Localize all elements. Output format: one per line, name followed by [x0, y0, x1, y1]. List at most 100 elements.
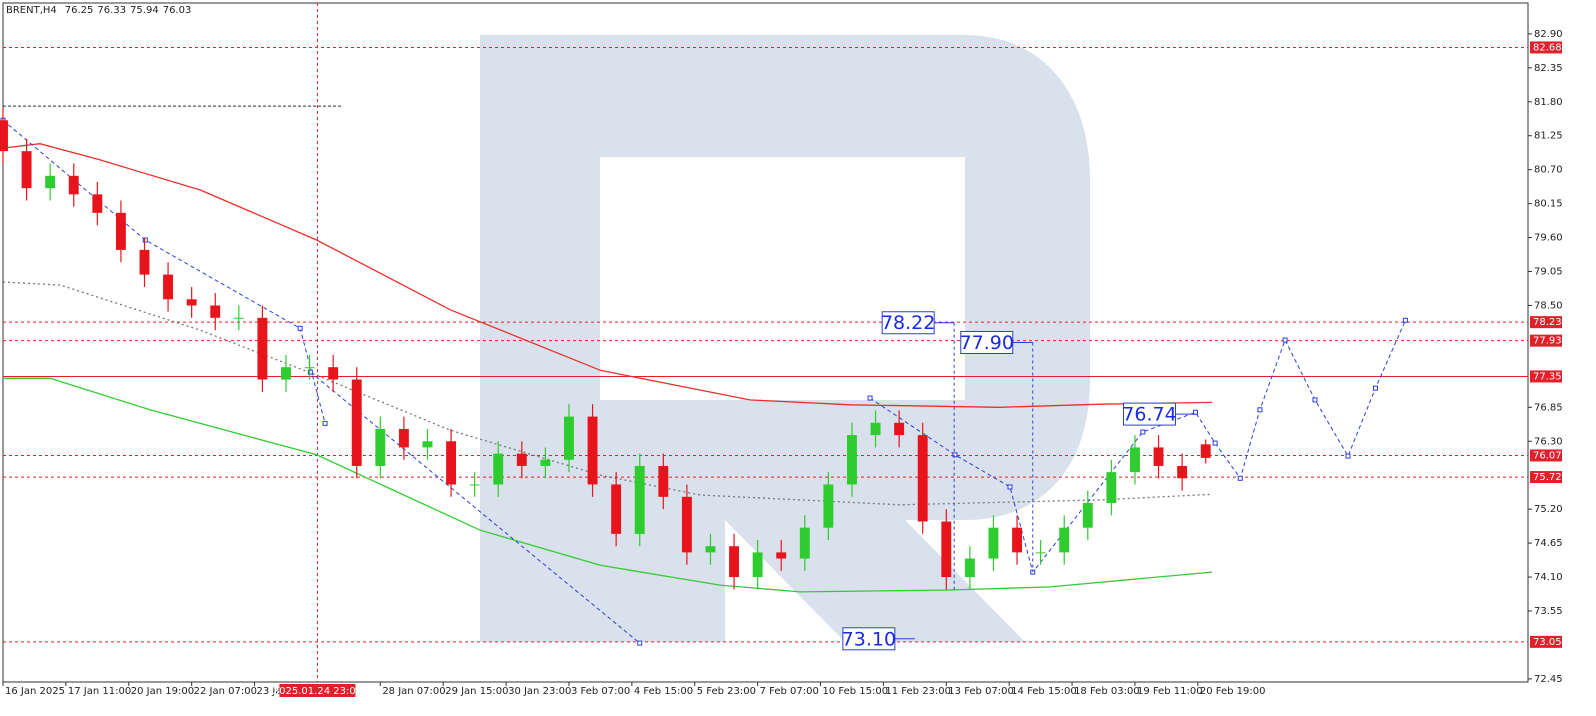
candle-body [1059, 527, 1070, 553]
candle-body [210, 305, 221, 318]
level-tag [1530, 370, 1562, 383]
level-tag-label: 78.23 [1533, 317, 1562, 328]
wave-point [1402, 317, 1408, 323]
x-tick-label: 4 Feb 15:00 [634, 686, 693, 697]
y-tick-label: 75.20 [1534, 504, 1563, 515]
y-tick-label: 74.10 [1534, 572, 1563, 583]
candle-body [186, 299, 197, 306]
level-tag-label: 82.68 [1533, 42, 1562, 53]
candle-body [988, 527, 999, 559]
candle-body [469, 484, 480, 486]
line-series [2, 143, 1213, 408]
wave-point [1212, 440, 1218, 446]
y-tick-label: 80.15 [1534, 199, 1563, 210]
candle-body [658, 465, 669, 497]
annotation-label: 77.90 [960, 332, 1014, 354]
candle-body [870, 422, 881, 436]
level-tag [1530, 471, 1562, 484]
wave-point [322, 420, 328, 426]
y-tick-label: 72.45 [1534, 674, 1563, 685]
candle-body [847, 435, 857, 485]
annotation-box [881, 311, 935, 335]
y-tick-label: 76.85 [1534, 402, 1563, 413]
y-tick-label: 74.65 [1534, 538, 1563, 549]
candle-body [611, 484, 622, 534]
wave-point [1282, 337, 1288, 343]
level-tag-label: 73.05 [1533, 637, 1562, 648]
candle-body [139, 249, 150, 275]
crosshair-tag [279, 684, 356, 697]
candle-body [799, 527, 810, 559]
candle-body [281, 367, 291, 380]
crosshair-label: 2025.01.24 23:00 [273, 686, 362, 697]
y-tick-label: 82.90 [1534, 29, 1563, 40]
wave-point [1345, 453, 1351, 459]
x-tick-label: 5 Feb 23:00 [697, 686, 756, 697]
level-tag-label: 76.07 [1533, 450, 1562, 461]
level-tag [1530, 334, 1562, 347]
candle-body [823, 484, 834, 528]
candle-body [634, 465, 645, 534]
candle-body [540, 459, 551, 466]
candle-body [1153, 447, 1164, 466]
candle-body [894, 422, 905, 436]
annotation-label: 76.74 [1122, 404, 1176, 426]
candle-body [729, 546, 740, 578]
candle-body [21, 151, 32, 189]
wave-point [1237, 475, 1243, 481]
candle-body [257, 317, 268, 380]
candle-body [422, 441, 433, 448]
wave-point [1257, 407, 1263, 413]
x-tick-label: 11 Feb 23:00 [885, 686, 951, 697]
candle-body [328, 367, 339, 380]
annotation: 77.90 [960, 331, 1033, 354]
wave-point [952, 452, 958, 458]
level-tag [1530, 316, 1562, 329]
wave-point [142, 237, 148, 243]
x-tick-label: 29 Jan 15:00 [445, 686, 508, 697]
candle-body [1082, 502, 1093, 528]
x-tick-label: 13 Feb 07:00 [948, 686, 1014, 697]
level-tag [1530, 635, 1562, 648]
annotation: 78.22 [881, 311, 955, 335]
y-tick-label: 81.25 [1534, 131, 1563, 142]
annotation: 76.74 [1122, 402, 1196, 426]
x-tick-label: 19 Feb 11:00 [1137, 686, 1203, 697]
y-tick-label: 73.55 [1534, 606, 1563, 617]
x-tick-label: 17 Jan 11:00 [68, 686, 131, 697]
level-tag-label: 77.93 [1533, 336, 1562, 347]
x-tick-label: 22 Jan 07:00 [194, 686, 257, 697]
candle-body [752, 552, 763, 578]
annotation: 73.10 [842, 627, 915, 651]
candle-body [398, 428, 409, 448]
x-tick-label: 7 Feb 07:00 [760, 686, 819, 697]
watermark [480, 35, 1090, 642]
candle-body [1177, 465, 1188, 479]
y-tick-label: 82.35 [1534, 63, 1563, 74]
candle-body [375, 428, 386, 466]
annotation-box [842, 627, 896, 651]
level-tag [1530, 449, 1562, 462]
candle-body [776, 552, 787, 559]
candle-body [941, 521, 952, 578]
x-tick-label: 20 Feb 19:00 [1200, 686, 1266, 697]
candle-body [917, 435, 928, 522]
wave-point [1312, 397, 1318, 403]
x-tick-label: 30 Jan 23:00 [508, 686, 571, 697]
candle-body [446, 441, 457, 485]
annotation-label: 78.22 [881, 312, 935, 334]
chart-title: BRENT,H4 76.25 76.33 75.94 76.03 [6, 5, 191, 16]
x-tick-label: 10 Feb 15:00 [823, 686, 889, 697]
level-tag [1530, 41, 1562, 54]
y-tick-label: 80.70 [1534, 165, 1563, 176]
candle-body [1130, 447, 1140, 473]
wave-point [1140, 429, 1146, 435]
candle-body [45, 175, 56, 189]
y-tick-label: 81.80 [1534, 97, 1563, 108]
wave-point [1373, 385, 1378, 391]
x-tick-label: 20 Jan 19:00 [131, 686, 194, 697]
x-tick-label: 16 Jan 2025 [5, 686, 65, 697]
wave-point [867, 395, 873, 401]
candle-body [92, 194, 103, 213]
line-series [3, 377, 1213, 593]
